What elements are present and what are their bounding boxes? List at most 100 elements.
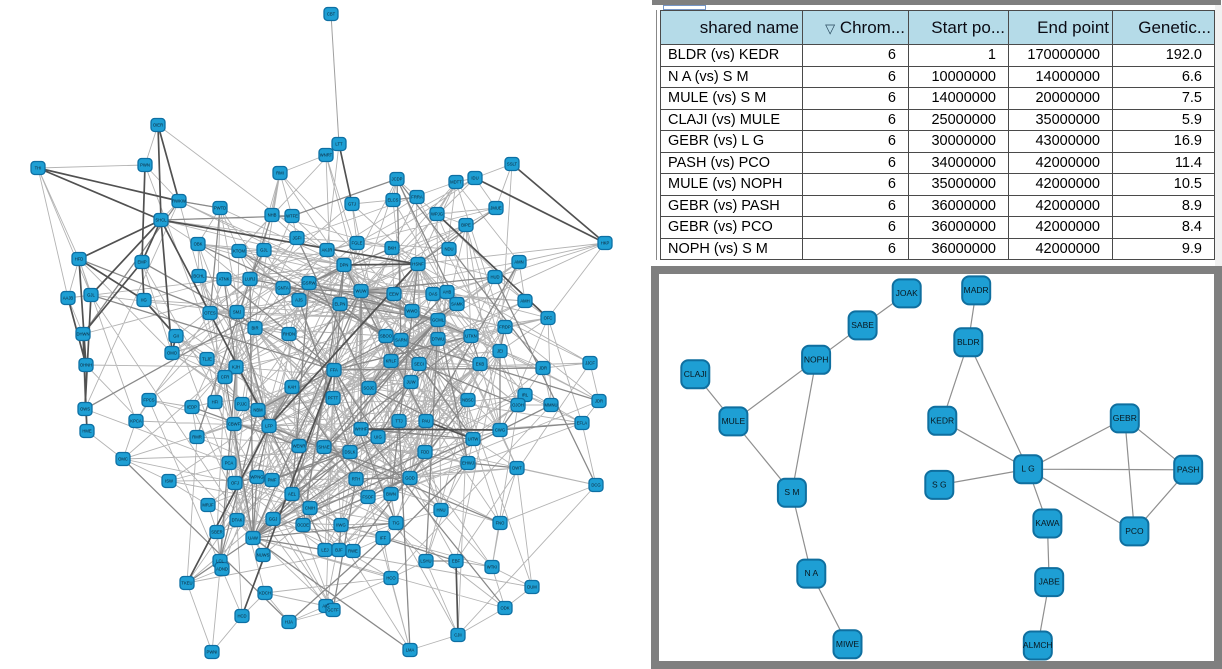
svg-text:KAH: KAH [288,385,297,390]
svg-text:ELCS: ELCS [388,198,399,203]
svg-text:JUW: JUW [406,380,415,385]
svg-text:JMUE: JMUE [490,206,502,211]
svg-text:IEDP: IEDP [187,405,197,410]
svg-text:BIR: BIR [252,326,259,331]
svg-text:SSLT: SSLT [507,162,518,167]
svg-text:HJA: HJA [285,620,293,625]
svg-text:WTFE: WTFE [286,214,298,219]
svg-text:DPN: DPN [340,263,349,268]
svg-text:FFA: FFA [330,368,338,373]
svg-text:GNTA: GNTA [277,286,289,291]
svg-text:SBER: SBER [211,530,222,535]
svg-text:THI: THI [35,166,42,171]
svg-text:UAW: UAW [248,536,258,541]
svg-text:JJCF: JJCF [585,361,595,366]
svg-text:IFF: IFF [380,536,387,541]
svg-text:GEBR: GEBR [1113,413,1137,423]
svg-text:AMH: AMH [520,299,529,304]
svg-text:SAMK: SAMK [451,302,463,307]
svg-text:SOJC: SOJC [363,386,374,391]
svg-text:EKB: EKB [476,362,485,367]
svg-text:BWN: BWN [386,492,396,497]
svg-text:HCD: HCD [237,614,246,619]
svg-text:EBF: EBF [452,559,461,564]
svg-text:PWN: PWN [140,163,150,168]
svg-text:CBWF: CBWF [228,422,241,427]
svg-text:HCO: HCO [386,576,396,581]
svg-text:WTKI: WTKI [487,565,497,570]
svg-text:OMO: OMO [167,351,178,356]
svg-text:KTOM: KTOM [233,249,246,254]
svg-text:LSHU: LSHU [420,559,431,564]
svg-text:DCG: DCG [591,483,600,488]
svg-text:MIWE: MIWE [836,639,859,649]
svg-text:OIER: OIER [153,123,163,128]
svg-text:HFI: HFI [212,400,219,405]
svg-text:CFR: CFR [221,375,230,380]
svg-text:MRJF: MRJF [202,503,214,508]
svg-text:CLAJI: CLAJI [684,369,707,379]
svg-text:SARN: SARN [395,338,407,343]
svg-text:NDU: NDU [444,247,453,252]
svg-text:TKEU: TKEU [181,581,192,586]
svg-text:JCDP: JCDP [392,177,403,182]
svg-text:KRLF: KRLF [386,359,397,364]
svg-text:OTES: OTES [204,311,216,316]
svg-text:FPCS: FPCS [143,398,154,403]
svg-text:GJL: GJL [87,293,95,298]
svg-text:AIG: AIG [322,604,329,609]
svg-text:PCO: PCO [1125,526,1144,536]
svg-text:FGLE: FGLE [352,241,363,246]
svg-text:LCL: LCL [216,559,224,564]
svg-text:NUWS: NUWS [257,553,270,558]
svg-text:PCA: PCA [225,461,234,466]
svg-text:KPCA: KPCA [130,419,142,424]
svg-text:EHWJ: EHWJ [462,461,474,466]
svg-text:CNIH: CNIH [305,506,315,511]
svg-text:UTKN: UTKN [465,334,476,339]
svg-text:NOPH: NOPH [804,354,829,364]
svg-text:SMJ: SMJ [233,310,241,315]
svg-text:PWTD: PWTD [214,206,226,211]
svg-text:OWS: OWS [80,407,90,412]
svg-text:LURJ: LURJ [245,277,255,282]
svg-text:GJL: GJL [260,248,268,253]
svg-text:AAJB: AAJB [63,296,74,301]
svg-text:HSNF: HSNF [412,262,424,267]
svg-text:GCML: GCML [432,318,445,323]
svg-text:LTT: LTT [335,142,343,147]
svg-text:RMI: RMI [276,171,284,176]
svg-text:HKP: HKP [601,241,610,246]
svg-text:DTWU: DTWU [432,337,445,342]
svg-text:ADND: ADND [216,567,228,572]
svg-text:CBT: CBT [327,12,336,17]
svg-text:WENR: WENR [293,444,306,449]
svg-text:IIG: IIG [141,298,147,303]
svg-text:ISW: ISW [165,479,173,484]
svg-text:N A: N A [804,568,818,578]
svg-text:IRL: IRL [522,393,529,398]
svg-text:S M: S M [784,487,799,497]
svg-text:LMA: LMA [406,648,415,653]
svg-text:MDTT: MDTT [450,180,462,185]
svg-text:RWE: RWE [348,549,358,554]
svg-text:BCHL: BCHL [193,274,205,279]
svg-text:GSRW: GSRW [303,281,316,286]
svg-text:SHCL: SHCL [155,218,167,223]
svg-text:FSOF: FSOF [362,495,374,500]
svg-text:WNRT: WNRT [320,153,333,158]
svg-text:JDR: JDR [595,399,603,404]
svg-text:WWO: WWO [406,309,418,314]
svg-text:FDD: FDD [421,450,430,455]
svg-text:ODK: ODK [500,606,509,611]
svg-text:ELPN: ELPN [335,302,346,307]
svg-text:IIWG: IIWG [336,523,346,528]
svg-text:GGJ: GGJ [269,517,278,522]
svg-text:NBSC: NBSC [462,398,474,403]
svg-text:AJS: AJS [295,298,303,303]
svg-text:PFTT: PFTT [328,396,339,401]
svg-text:OBK: OBK [194,242,203,247]
svg-text:JEI: JEI [497,349,503,354]
svg-text:JOAK: JOAK [896,288,919,298]
svg-text:DWT: DWT [512,466,522,471]
